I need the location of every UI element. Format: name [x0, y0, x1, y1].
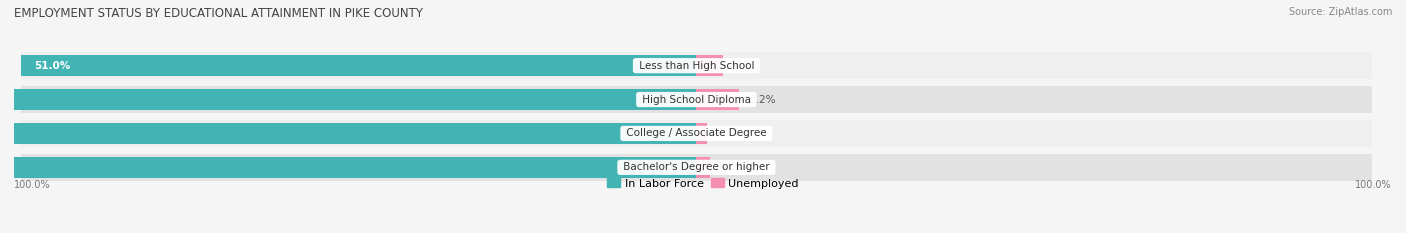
Text: College / Associate Degree: College / Associate Degree: [623, 128, 770, 138]
Text: 1.0%: 1.0%: [720, 162, 747, 172]
Bar: [696, 123, 707, 144]
Legend: In Labor Force, Unemployed: In Labor Force, Unemployed: [603, 174, 803, 193]
Bar: [696, 55, 723, 76]
Text: High School Diploma: High School Diploma: [638, 95, 754, 105]
Bar: [696, 89, 738, 110]
Text: 2.0%: 2.0%: [734, 61, 759, 71]
Bar: [0, 89, 696, 110]
Text: 100.0%: 100.0%: [14, 180, 51, 190]
Text: 0.8%: 0.8%: [717, 128, 744, 138]
Bar: [21, 120, 1372, 147]
Text: Bachelor's Degree or higher: Bachelor's Degree or higher: [620, 162, 773, 172]
Bar: [696, 157, 710, 178]
Text: Less than High School: Less than High School: [636, 61, 758, 71]
Text: 51.0%: 51.0%: [34, 61, 70, 71]
Text: 100.0%: 100.0%: [1355, 180, 1392, 190]
Bar: [21, 52, 1372, 79]
Bar: [21, 154, 1372, 181]
Bar: [21, 55, 696, 76]
Text: EMPLOYMENT STATUS BY EDUCATIONAL ATTAINMENT IN PIKE COUNTY: EMPLOYMENT STATUS BY EDUCATIONAL ATTAINM…: [14, 7, 423, 20]
Bar: [0, 123, 696, 144]
Text: Source: ZipAtlas.com: Source: ZipAtlas.com: [1288, 7, 1392, 17]
Bar: [21, 86, 1372, 113]
Bar: [0, 157, 696, 178]
Text: 3.2%: 3.2%: [749, 95, 776, 105]
